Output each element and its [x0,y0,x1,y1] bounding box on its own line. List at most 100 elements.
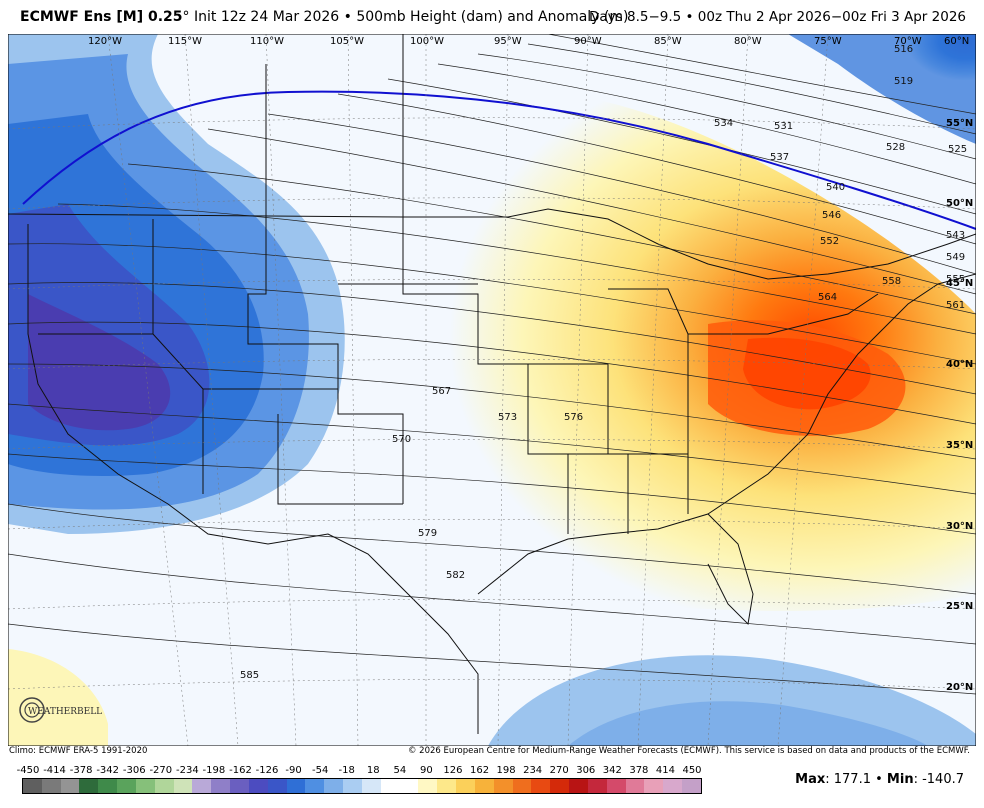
political-boundaries [8,34,976,734]
contour-label: 567 [432,386,451,397]
lon-label: 85°W [654,36,682,47]
contour-label: 540 [826,182,845,193]
min-label: Min [886,772,914,787]
lon-label: 80°W [734,36,762,47]
colorbar-segment [79,779,99,793]
colorbar-segment [192,779,212,793]
colorbar-tick-label: 162 [469,765,490,776]
colorbar-segment [474,779,494,793]
contour-label: 564 [818,292,837,303]
colorbar-segment [305,779,325,793]
colorbar-tick-label: -54 [311,765,329,776]
contour-label: 558 [882,276,901,287]
lat-label: 35°N [946,440,973,451]
colorbar-tick-label: 18 [366,765,380,776]
climo-note: Climo: ECMWF ERA-5 1991-2020 [9,746,148,756]
contour-label: 552 [820,236,839,247]
reference-contour [22,90,976,230]
colorbar-tick-label: -90 [285,765,302,776]
colorbar-segment [625,779,645,793]
colorbar-segment [569,779,588,793]
contour-label: 561 [946,300,965,311]
colorbar-tick-label: 234 [523,765,543,776]
colorbar-segment [493,779,513,793]
colorbar-segment [343,779,362,793]
header: ECMWF Ens [M] 0.25° Init 12z 24 Mar 2026… [0,0,984,34]
colorbar-tick-label: -450 [16,765,40,776]
colorbar-tick-label: -198 [202,765,226,776]
contour-label: 525 [948,144,967,155]
weatherbell-logo: WEATHERBELL [19,697,102,723]
colorbar-tick-label: -342 [96,765,120,776]
lat-label: 45°N [946,278,973,289]
colorbar-segment [399,779,419,793]
colorbar-tick-label: -378 [69,765,93,776]
contour-label: 534 [714,118,733,129]
lon-label: 95°W [494,36,522,47]
colorbar-tick-label: -234 [176,765,199,776]
colorbar-tick-label: 306 [576,765,596,776]
colorbar-segment [324,779,344,793]
product-name: 500mb Height (dam) and Anomaly (m) [356,9,629,25]
colorbar-segment [550,779,570,793]
colorbar-tick-label: -414 [43,765,66,776]
lat-label: 40°N [946,359,973,370]
stats-separator: • [870,772,887,787]
colorbar-segment [456,779,475,793]
colorbar-tick-label: 54 [393,765,407,776]
valid-period: Days 8.5−9.5 • 00z Thu 2 Apr 2026−00z Fr… [589,9,966,25]
colorbar-segment [211,779,231,793]
lat-label: 55°N [946,118,973,129]
contour-label: 528 [886,142,905,153]
colorbar-segment [23,779,42,793]
colorbar-tick-label: -18 [338,765,355,776]
colorbar-segment [230,779,249,793]
colorbar-segment [60,779,80,793]
colorbar-labels: -450 -414 -378 -342 -306 -270 -234 -198 -162 -126… [12,765,710,777]
grid-lines [8,34,976,746]
colorbar-segment [173,779,193,793]
height-contours [8,34,976,695]
colorbar-segment [437,779,457,793]
anomaly-map: 120°W 115°W 110°W 105°W 100°W 95°W 90°W … [8,34,976,746]
colorbar-tick-label: 378 [629,765,649,776]
colorbar-tick-label: -126 [255,765,279,776]
contour-label: 537 [770,152,789,163]
colorbar-segment [587,779,607,793]
contour-label: 516 [894,44,913,55]
lat-label: 25°N [946,601,973,612]
lon-label: 110°W [250,36,284,47]
lon-label: 90°W [574,36,602,47]
contour-label: 576 [564,412,583,423]
colorbar-tick-label: 126 [443,765,463,776]
contour-label: 546 [822,210,841,221]
colorbar-segment [135,779,155,793]
colorbar-segment [531,779,551,793]
longitude-labels: 120°W 115°W 110°W 105°W 100°W 95°W 90°W … [88,36,969,47]
colorbar-tick-label: -306 [122,765,146,776]
colorbar-tick-label: 270 [549,765,569,776]
colorbar-tick-label: -162 [229,765,252,776]
max-label: Max [795,772,826,787]
contour-label: 570 [392,434,411,445]
contour-label: 543 [946,230,965,241]
init-time: Init 12z 24 Mar 2026 [193,9,340,25]
contour-label: 531 [774,121,793,132]
contour-label: 519 [894,76,913,87]
max-value: : 177.1 [825,772,871,787]
lat-label: 30°N [946,521,973,532]
colorbar-segment [380,779,400,793]
colorbar [22,778,702,794]
lat-label: 60°N [944,36,969,47]
colorbar-segment [681,779,701,793]
colorbar-segment [606,779,626,793]
colorbar-tick-label: 90 [420,765,433,776]
lon-label: 105°W [330,36,364,47]
colorbar-tick-label: 198 [496,765,516,776]
colorbar-segment [117,779,136,793]
lon-label: 75°W [814,36,842,47]
contour-label: 582 [446,570,465,581]
contour-label: 549 [946,252,965,263]
colorbar-tick-label: 450 [682,765,702,776]
lat-label: 20°N [946,682,973,693]
